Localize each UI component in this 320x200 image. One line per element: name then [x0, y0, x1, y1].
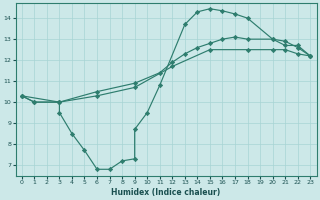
X-axis label: Humidex (Indice chaleur): Humidex (Indice chaleur)	[111, 188, 221, 197]
